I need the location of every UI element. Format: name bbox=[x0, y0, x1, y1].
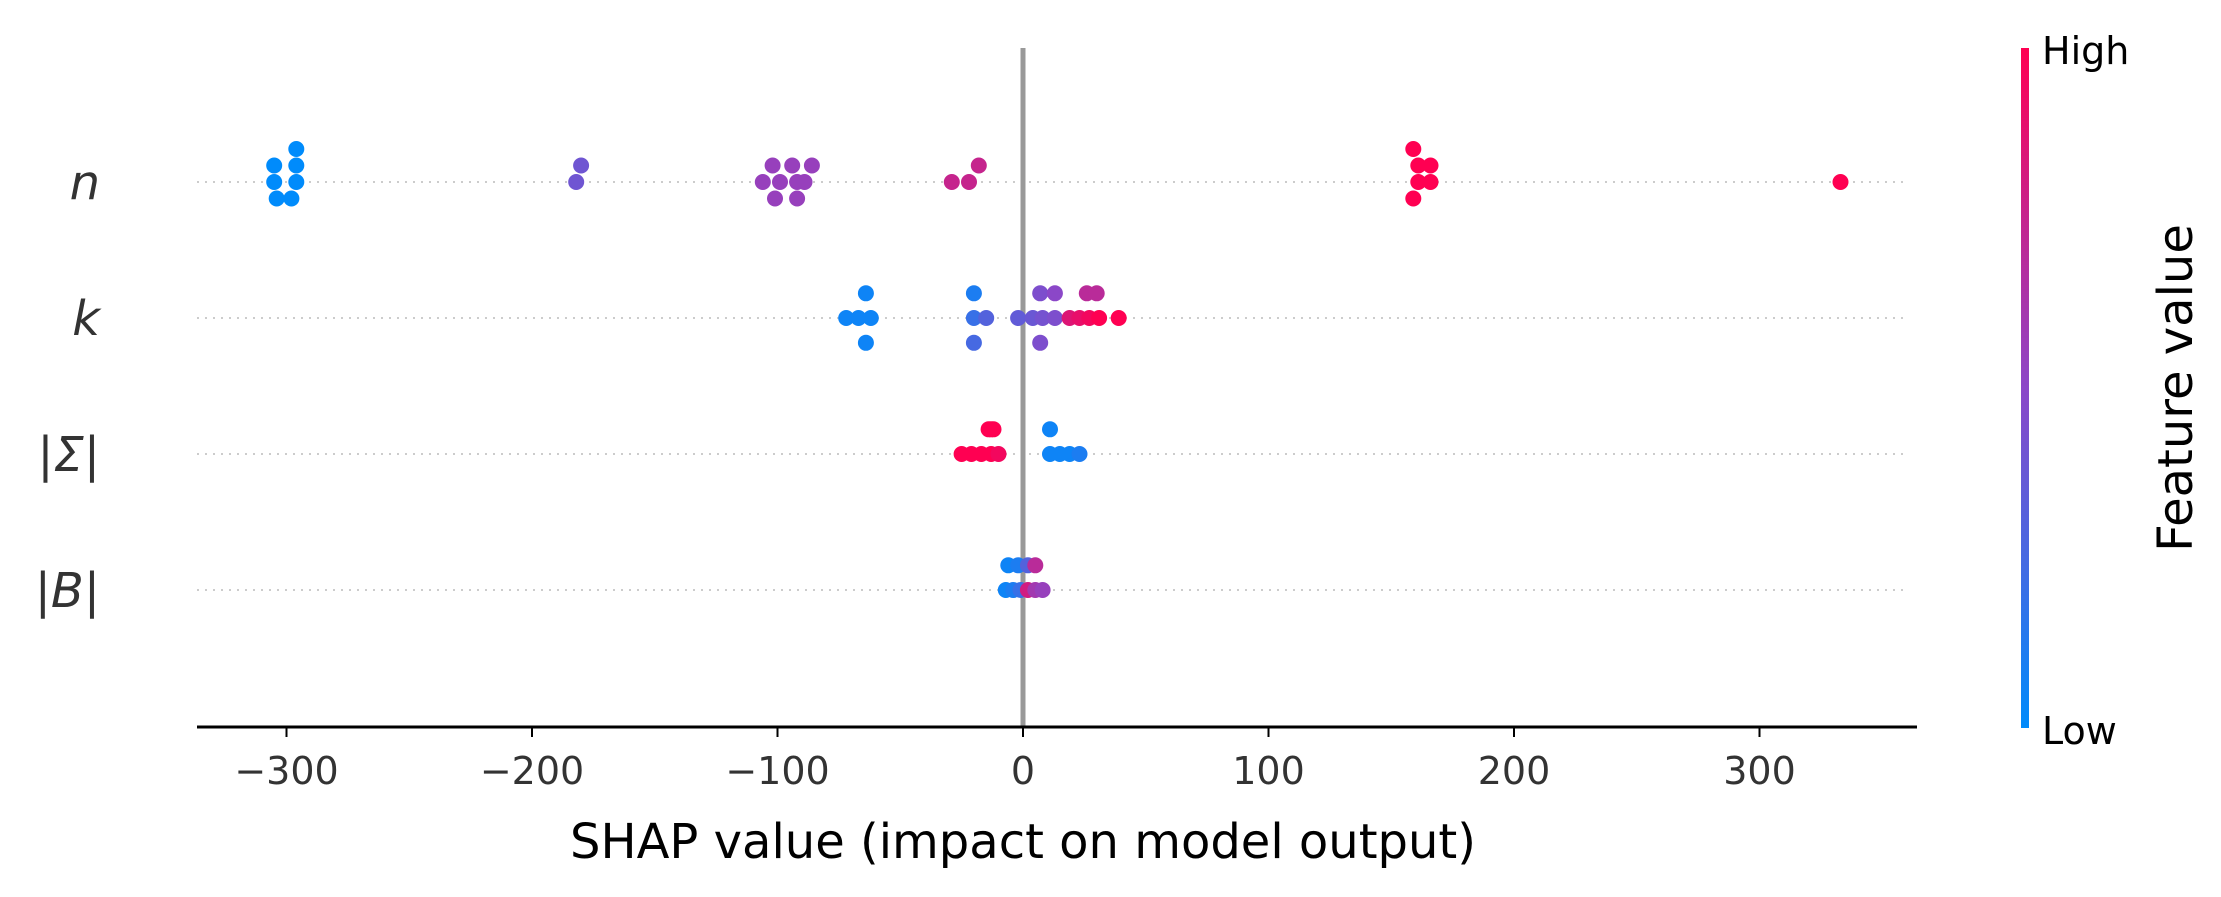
x-tick-label: −200 bbox=[480, 749, 584, 793]
shap-point bbox=[1027, 557, 1044, 574]
shap-point bbox=[568, 174, 585, 190]
shap-point bbox=[1410, 174, 1427, 190]
shap-point bbox=[1410, 157, 1427, 174]
shap-point bbox=[1042, 421, 1058, 438]
shap-point bbox=[754, 174, 771, 190]
shap-point bbox=[1032, 334, 1049, 351]
feature-label-sigma: |Σ| bbox=[37, 427, 100, 483]
shap-point bbox=[1032, 285, 1049, 302]
shap-point bbox=[1088, 285, 1105, 302]
shap-point bbox=[1091, 310, 1108, 326]
shap-point bbox=[862, 310, 879, 326]
colorbar-high-label: High bbox=[2042, 29, 2129, 73]
shap-point bbox=[288, 157, 305, 174]
shap-point bbox=[965, 285, 982, 302]
shap-point bbox=[1010, 310, 1027, 326]
shap-point bbox=[857, 334, 874, 351]
shap-point bbox=[965, 334, 982, 351]
shap-point bbox=[1046, 310, 1063, 326]
shap-point bbox=[1034, 582, 1051, 598]
shap-point bbox=[838, 310, 855, 326]
shap-point bbox=[1405, 190, 1422, 207]
shap-point bbox=[1405, 141, 1422, 157]
x-tick-label: 0 bbox=[1011, 749, 1035, 793]
shap-point bbox=[767, 190, 783, 207]
shap-point bbox=[970, 157, 987, 174]
shap-point bbox=[1422, 174, 1439, 190]
shap-point bbox=[288, 141, 305, 157]
x-tick-label: 100 bbox=[1232, 749, 1305, 793]
shap-point bbox=[1110, 310, 1127, 326]
shap-point bbox=[803, 157, 820, 174]
shap-point bbox=[857, 285, 874, 302]
shap-point bbox=[965, 310, 982, 326]
shap-point bbox=[796, 174, 813, 190]
shap-point bbox=[980, 421, 997, 438]
shap-point bbox=[978, 310, 995, 326]
feature-label-n: n bbox=[70, 155, 100, 211]
shap-point bbox=[1034, 310, 1051, 326]
shap-point bbox=[784, 157, 801, 174]
x-tick-label: −100 bbox=[725, 749, 829, 793]
shap-point bbox=[961, 174, 977, 190]
shap-point bbox=[283, 190, 300, 207]
shap-point bbox=[1832, 174, 1849, 190]
shap-point bbox=[266, 157, 283, 174]
shap-point bbox=[990, 446, 1007, 462]
shap-point bbox=[789, 190, 806, 207]
shap-point bbox=[850, 310, 867, 326]
shap-point bbox=[573, 157, 590, 174]
colorbar bbox=[2021, 48, 2029, 728]
shap-point bbox=[268, 190, 285, 207]
colorbar-title: Feature value bbox=[2148, 224, 2204, 552]
feature-grid-lines bbox=[197, 181, 1907, 591]
x-axis-title: SHAP value (impact on model output) bbox=[570, 814, 1476, 870]
feature-labels: n k |Σ| |B| bbox=[35, 155, 102, 619]
shap-point bbox=[1046, 285, 1063, 302]
shap-point bbox=[288, 174, 305, 190]
x-tick-label: −300 bbox=[234, 749, 338, 793]
shap-point bbox=[1422, 157, 1439, 174]
x-axis-ticks: −300 −200 −100 0 100 200 300 bbox=[234, 727, 1796, 793]
feature-label-k: k bbox=[72, 291, 102, 347]
shap-points bbox=[266, 141, 1849, 598]
shap-point bbox=[772, 174, 788, 190]
shap-point bbox=[764, 157, 781, 174]
x-tick-label: 200 bbox=[1478, 749, 1551, 793]
feature-label-b: |B| bbox=[35, 563, 100, 619]
shap-point bbox=[1071, 446, 1088, 462]
shap-point bbox=[943, 174, 960, 190]
shap-point bbox=[266, 174, 283, 190]
x-tick-label: 300 bbox=[1723, 749, 1796, 793]
colorbar-low-label: Low bbox=[2042, 709, 2117, 753]
